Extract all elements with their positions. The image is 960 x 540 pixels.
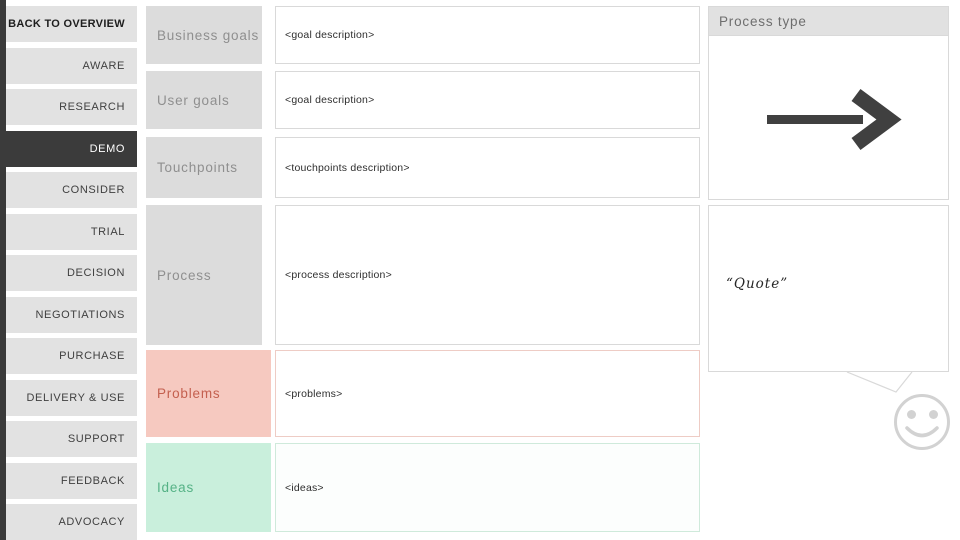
sidebar-item-demo[interactable]: DEMO [0, 130, 137, 167]
accent-strip [0, 0, 6, 540]
user-goals-placeholder[interactable]: <goal description> [275, 71, 700, 129]
row-problems: Problems <problems> [146, 350, 700, 437]
sidebar-item-aware[interactable]: AWARE [6, 47, 137, 84]
sidebar-item-trial[interactable]: TRIAL [6, 213, 137, 250]
speech-bubble-tail-icon [846, 372, 913, 393]
problems-placeholder[interactable]: <problems> [275, 350, 700, 437]
sidebar-item-support[interactable]: SUPPORT [6, 421, 137, 457]
row-label: Problems [146, 350, 271, 437]
arrow-right-icon [767, 88, 902, 151]
process-type-header: Process type [708, 6, 949, 36]
process-type-box: Process type [708, 6, 949, 200]
row-touchpoints: Touchpoints <touchpoints description> [146, 137, 700, 198]
row-business-goals: Business goals <goal description> [146, 6, 700, 64]
sidebar-item-feedback[interactable]: FEEDBACK [6, 462, 137, 499]
row-label: Ideas [146, 443, 271, 532]
process-placeholder[interactable]: <process description> [275, 205, 700, 345]
back-to-overview-button[interactable]: BACK TO OVERVIEW [6, 6, 137, 42]
row-label: Touchpoints [146, 137, 262, 198]
sidebar-item-research[interactable]: RESEARCH [6, 89, 137, 125]
sidebar-item-consider[interactable]: CONSIDER [6, 172, 137, 208]
sidebar-item-decision[interactable]: DECISION [6, 255, 137, 291]
row-label: Business goals [146, 6, 262, 64]
row-ideas: Ideas <ideas> [146, 443, 700, 532]
right-panel: Process type “Quote” [708, 6, 950, 540]
row-label: Process [146, 205, 262, 345]
journey-rows: Business goals <goal description> User g… [146, 0, 700, 532]
sidebar-item-negotiations[interactable]: NEGOTIATIONS [6, 296, 137, 333]
business-goals-placeholder[interactable]: <goal description> [275, 6, 700, 64]
process-type-body [709, 36, 948, 198]
stage-sidebar: BACK TO OVERVIEW AWARE RESEARCH DEMO CON… [0, 0, 137, 540]
sidebar-item-delivery-use[interactable]: DELIVERY & USE [6, 379, 137, 416]
ideas-placeholder[interactable]: <ideas> [275, 443, 700, 532]
row-label: User goals [146, 71, 262, 129]
quote-bubble[interactable]: “Quote” [708, 205, 949, 393]
touchpoints-placeholder[interactable]: <touchpoints description> [275, 137, 700, 198]
sidebar-item-purchase[interactable]: PURCHASE [6, 338, 137, 374]
sidebar-item-advocacy[interactable]: ADVOCACY [6, 504, 137, 540]
row-process: Process <process description> [146, 205, 700, 345]
row-user-goals: User goals <goal description> [146, 71, 700, 129]
smiley-face-icon [894, 394, 950, 450]
quote-text: “Quote” [726, 276, 789, 292]
